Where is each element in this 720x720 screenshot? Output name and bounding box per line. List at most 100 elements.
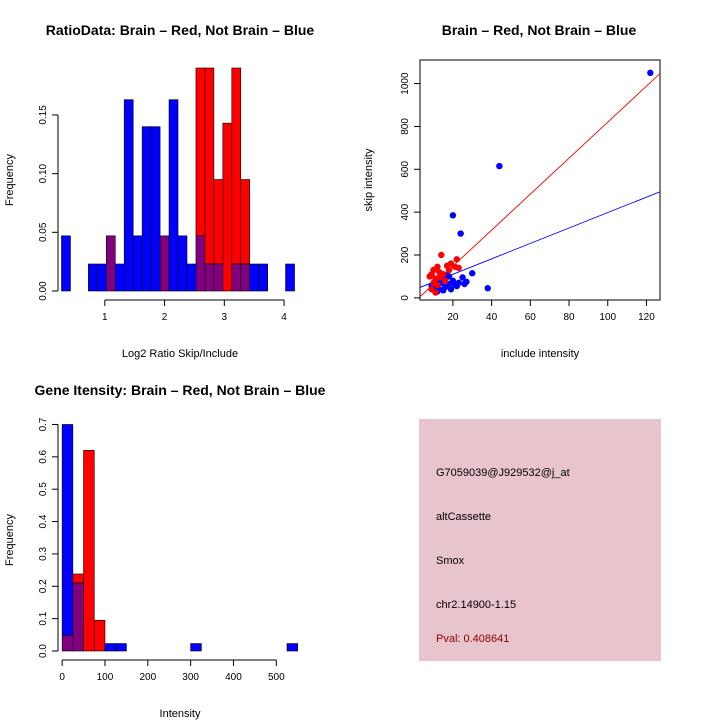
gene-bars (61, 424, 299, 652)
y-tick-label: 0.05 (38, 222, 49, 242)
x-tick-label: 0 (59, 672, 65, 683)
x-tick-label: 60 (525, 312, 537, 323)
hist-bar-notbrain (104, 643, 116, 652)
hist-bar-overlap (231, 263, 242, 292)
scatter-point-notbrain (457, 230, 464, 237)
hist-bar-notbrain (97, 263, 107, 292)
hist-bar-notbrain (249, 263, 259, 292)
hist-bar-brain (240, 179, 251, 265)
scatter-point-brain (441, 277, 449, 284)
x-tick-label: 20 (447, 312, 459, 323)
hist-bar-notbrain (88, 263, 98, 292)
scatter-point-brain (453, 256, 460, 263)
y-tick-label: 0.10 (38, 163, 49, 183)
scatter-title: Brain – Red, Not Brain – Blue (442, 22, 637, 38)
x-tick-label: 200 (139, 672, 156, 683)
scatter-point-brain (445, 266, 453, 274)
y-tick-label: 0.15 (38, 105, 49, 125)
scatter-point-brain (432, 289, 439, 296)
y-tick-label: 200 (400, 246, 411, 263)
x-tick-label: 2 (162, 312, 168, 323)
scatter-ylabel: skip intensity (363, 148, 375, 211)
hist-bar-overlap (204, 263, 215, 292)
scatter-point-notbrain (647, 69, 654, 77)
hist-bar-notbrain (61, 235, 71, 292)
scatter-panel: Brain – Red, Not Brain – Blue 20 40 60 80 10… (363, 22, 661, 360)
pval-text: Pval: 0.408641 (436, 633, 509, 645)
hist-bar-overlap (213, 263, 224, 292)
hist-bar-notbrain (286, 643, 299, 652)
y-tick-label: 0.6 (38, 449, 49, 463)
ratio-bars (61, 67, 295, 292)
x-tick-label: 500 (268, 672, 285, 683)
hist-bar-notbrain (150, 126, 161, 292)
hist-bar-notbrain (115, 643, 127, 652)
gene-ylabel: Frequency (4, 514, 16, 566)
hist-bar-notbrain (190, 643, 202, 652)
hist-bar-brain (222, 122, 233, 292)
scatter-point-notbrain (449, 212, 457, 219)
scatter-plot (420, 69, 660, 298)
x-tick-label: 400 (225, 672, 242, 683)
hist-bar-notbrain (141, 126, 152, 292)
y-tick-label: 0.4 (38, 514, 49, 528)
hist-bar-notbrain (132, 235, 143, 292)
hist-bar-brain (83, 450, 95, 652)
y-tick-label: 800 (400, 118, 411, 135)
gene-panel: Gene Itensity: Brain – Red, Not Brain – … (4, 382, 326, 720)
ratio-panel: RatioData: Brain – Red, Not Brain – Blue… (4, 22, 314, 360)
scatter-point-brain (434, 281, 441, 289)
y-tick-label: 600 (400, 161, 411, 178)
info-panel: G7059039@J929532@j_at altCassette Smox c… (419, 419, 661, 661)
event-type: altCassette (436, 511, 491, 523)
scatter-plot-box (419, 59, 661, 301)
y-tick-label: 0.5 (38, 482, 49, 496)
scatter-point-notbrain (440, 287, 447, 294)
scatter-point-notbrain (445, 273, 453, 280)
hist-bar-overlap (106, 235, 116, 292)
ratio-ylabel: Frequency (4, 154, 16, 206)
hist-bar-brain (204, 67, 215, 265)
x-tick-label: 4 (281, 312, 287, 323)
scatter-xlabel: include intensity (501, 348, 580, 360)
y-tick-label: 0.00 (38, 281, 49, 301)
probe-id: G7059039@J929532@j_at (436, 467, 570, 479)
x-tick-label: 40 (486, 312, 498, 323)
scatter-point-notbrain (447, 286, 455, 293)
y-tick-label: 0.7 (38, 417, 49, 431)
hist-bar-brain (195, 67, 206, 237)
x-tick-label: 80 (563, 312, 575, 323)
scatter-point-brain (455, 264, 462, 272)
x-tick-label: 3 (222, 312, 228, 323)
hist-bar-brain (231, 67, 242, 265)
ratio-axes: 1 2 3 4 0.00 0.05 0.10 0.15 (38, 105, 287, 323)
gene-title: Gene Itensity: Brain – Red, Not Brain – … (35, 382, 326, 398)
hist-bar-notbrain (177, 235, 188, 292)
scatter-point-notbrain (496, 162, 503, 170)
hist-bar-notbrain (285, 263, 295, 292)
hist-bar-notbrain (114, 263, 125, 292)
y-tick-label: 400 (400, 203, 411, 220)
scatter-point-brain (438, 251, 445, 259)
scatter-point-brain (426, 273, 433, 280)
gene-axes: 0 100 200 300 400 500 0.0 0.1 0.2 0.3 0.4 0.5 0.6 0.7 (38, 417, 285, 683)
y-tick-label: 0 (400, 295, 411, 301)
y-tick-label: 0.3 (38, 547, 49, 561)
y-tick-label: 0.1 (38, 611, 49, 625)
hist-bar-notbrain (123, 99, 134, 292)
ratio-title: RatioData: Brain – Red, Not Brain – Blue (46, 22, 315, 38)
gene-xlabel: Intensity (160, 708, 201, 720)
hist-bar-notbrain (258, 263, 268, 292)
scatter-point-notbrain (455, 279, 462, 287)
hist-bar-overlap (195, 235, 206, 292)
y-tick-label: 0.2 (38, 579, 49, 593)
scatter-axes: 20 40 60 80 100 120 0 200 400 600 800 1000 (400, 72, 655, 323)
hist-bar-notbrain (61, 424, 74, 636)
hist-bar-brain (72, 573, 84, 584)
x-tick-label: 100 (97, 672, 114, 683)
scatter-point-brain (436, 274, 443, 281)
hist-bar-notbrain (186, 263, 197, 292)
y-tick-label: 1000 (400, 72, 411, 95)
fit-line-brain (420, 73, 660, 298)
scatter-point-notbrain (459, 274, 466, 281)
